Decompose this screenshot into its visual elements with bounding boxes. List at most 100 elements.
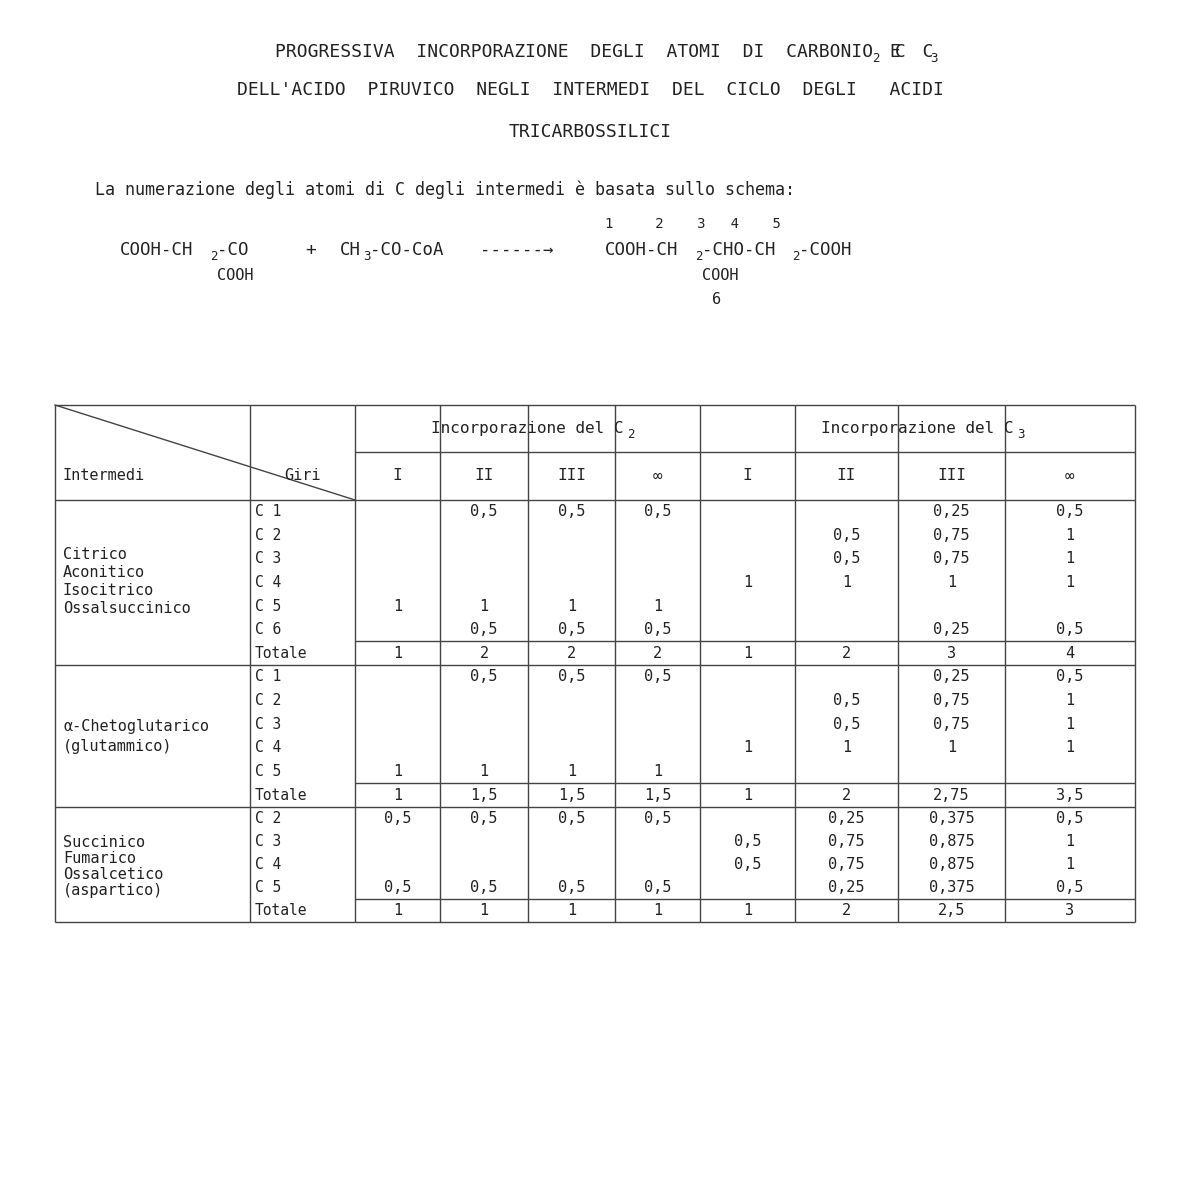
Text: 0,5: 0,5 — [833, 692, 860, 708]
Text: TRICARBOSSILICI: TRICARBOSSILICI — [509, 122, 672, 140]
Text: C 2: C 2 — [255, 692, 281, 708]
Text: -CO: -CO — [217, 241, 248, 259]
Text: 0,25: 0,25 — [933, 670, 970, 684]
Text: 1,5: 1,5 — [644, 787, 671, 803]
Text: 0,5: 0,5 — [644, 622, 671, 637]
Text: C 5: C 5 — [255, 599, 281, 613]
Text: CH: CH — [340, 241, 361, 259]
Text: Citrico: Citrico — [63, 547, 126, 562]
Text: 0,5: 0,5 — [470, 622, 497, 637]
Text: COOH-CH: COOH-CH — [120, 241, 194, 259]
Text: 1: 1 — [1065, 740, 1075, 755]
Text: 0,875: 0,875 — [928, 834, 974, 850]
Text: 1: 1 — [947, 575, 957, 590]
Text: 1: 1 — [567, 764, 576, 779]
Text: Aconitico: Aconitico — [63, 565, 145, 580]
Text: Ossalcetico: Ossalcetico — [63, 866, 163, 882]
Text: COOH: COOH — [217, 269, 254, 283]
Text: 0,5: 0,5 — [470, 880, 497, 895]
Text: C 3: C 3 — [255, 716, 281, 732]
Text: 0,375: 0,375 — [928, 880, 974, 895]
Text: 2: 2 — [842, 646, 852, 661]
Text: 1: 1 — [743, 740, 752, 755]
Text: ------→: ------→ — [479, 241, 554, 259]
Text: II: II — [475, 468, 494, 484]
Text: 0,5: 0,5 — [384, 811, 411, 826]
Text: Incorporazione del C: Incorporazione del C — [431, 421, 624, 436]
Text: 0,25: 0,25 — [828, 880, 864, 895]
Text: 1: 1 — [393, 599, 402, 613]
Text: 2: 2 — [872, 53, 880, 66]
Text: 0,5: 0,5 — [733, 834, 762, 850]
Text: ∞: ∞ — [1065, 468, 1075, 484]
Text: 0,5: 0,5 — [644, 504, 671, 520]
Text: 2: 2 — [792, 251, 800, 264]
Text: 1: 1 — [479, 902, 489, 918]
Text: III: III — [937, 468, 966, 484]
Text: 3: 3 — [1065, 902, 1075, 918]
Text: 0,5: 0,5 — [1056, 880, 1084, 895]
Text: 1: 1 — [1065, 552, 1075, 566]
Text: 0,5: 0,5 — [557, 622, 586, 637]
Text: Isocitrico: Isocitrico — [63, 583, 155, 598]
Text: C 6: C 6 — [255, 622, 281, 637]
Text: C 4: C 4 — [255, 575, 281, 590]
Text: 0,5: 0,5 — [833, 552, 860, 566]
Text: 3: 3 — [363, 251, 371, 264]
Text: 2,5: 2,5 — [938, 902, 965, 918]
Text: C 1: C 1 — [255, 670, 281, 684]
Text: 0,5: 0,5 — [384, 880, 411, 895]
Text: 0,5: 0,5 — [644, 811, 671, 826]
Text: 1: 1 — [479, 764, 489, 779]
Text: 1: 1 — [1065, 857, 1075, 872]
Text: 1: 1 — [842, 740, 852, 755]
Text: 0,5: 0,5 — [557, 880, 586, 895]
Text: 0,375: 0,375 — [928, 811, 974, 826]
Text: 2: 2 — [627, 428, 635, 440]
Text: 1: 1 — [393, 646, 402, 661]
Text: C 4: C 4 — [255, 740, 281, 755]
Text: C 4: C 4 — [255, 857, 281, 872]
Text: 1: 1 — [743, 902, 752, 918]
Text: -CHO-CH: -CHO-CH — [702, 241, 776, 259]
Text: 3,5: 3,5 — [1056, 787, 1084, 803]
Text: -CO-CoA: -CO-CoA — [370, 241, 444, 259]
Text: 1: 1 — [653, 599, 663, 613]
Text: COOH: COOH — [702, 269, 738, 283]
Text: 1: 1 — [947, 740, 957, 755]
Text: 0,75: 0,75 — [828, 834, 864, 850]
Text: 1,5: 1,5 — [470, 787, 497, 803]
Text: 1: 1 — [653, 902, 663, 918]
Text: -COOH: -COOH — [800, 241, 852, 259]
Text: C 3: C 3 — [255, 834, 281, 850]
Text: Ossalsuccinico: Ossalsuccinico — [63, 601, 191, 616]
Text: 0,25: 0,25 — [933, 622, 970, 637]
Text: (glutammico): (glutammico) — [63, 738, 172, 754]
Text: DELL'ACIDO  PIRUVICO  NEGLI  INTERMEDI  DEL  CICLO  DEGLI   ACIDI: DELL'ACIDO PIRUVICO NEGLI INTERMEDI DEL … — [236, 80, 944, 98]
Text: 1: 1 — [1065, 834, 1075, 850]
Text: 3: 3 — [929, 53, 938, 66]
Text: C 1: C 1 — [255, 504, 281, 520]
Text: C 2: C 2 — [255, 811, 281, 826]
Text: Totale: Totale — [255, 646, 307, 661]
Text: 0,5: 0,5 — [557, 670, 586, 684]
Text: Succinico: Succinico — [63, 835, 145, 850]
Text: E  C: E C — [879, 43, 933, 61]
Text: 0,75: 0,75 — [933, 692, 970, 708]
Text: 1: 1 — [1065, 692, 1075, 708]
Text: ∞: ∞ — [653, 468, 663, 484]
Text: 0,5: 0,5 — [733, 857, 762, 872]
Text: La numerazione degli atomi di C degli intermedi è basata sullo schema:: La numerazione degli atomi di C degli in… — [94, 181, 795, 199]
Text: C 5: C 5 — [255, 764, 281, 779]
Text: C 3: C 3 — [255, 552, 281, 566]
Text: 1: 1 — [479, 599, 489, 613]
Text: 0,5: 0,5 — [557, 811, 586, 826]
Text: 4: 4 — [1065, 646, 1075, 661]
Text: 0,5: 0,5 — [833, 716, 860, 732]
Text: Giri: Giri — [285, 468, 321, 484]
Text: 0,5: 0,5 — [833, 528, 860, 542]
Text: 0,25: 0,25 — [828, 811, 864, 826]
Text: 1: 1 — [743, 575, 752, 590]
Text: 0,5: 0,5 — [1056, 504, 1084, 520]
Text: 2: 2 — [479, 646, 489, 661]
